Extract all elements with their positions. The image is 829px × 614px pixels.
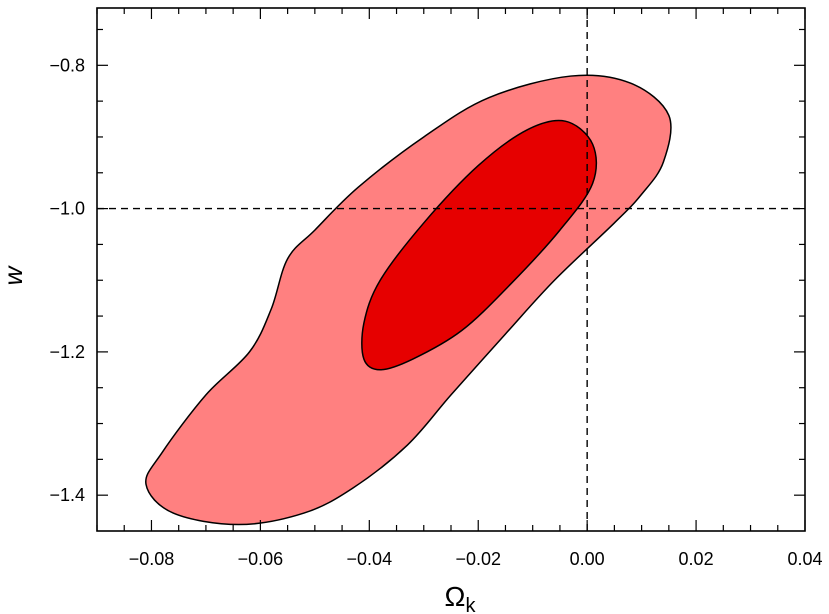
x-tick-label: −0.04 <box>347 549 393 569</box>
contour-layer <box>145 74 672 526</box>
y-tick-label: −0.8 <box>49 55 85 75</box>
x-axis-title: Ωk <box>445 581 477 614</box>
x-axis-title-main: Ω <box>445 581 466 612</box>
axis-ticks <box>96 8 806 531</box>
x-tick-label: 0.04 <box>787 549 822 569</box>
x-axis-title-subscript: k <box>465 595 476 614</box>
reference-lines <box>97 8 805 531</box>
x-tick-label: −0.02 <box>455 549 501 569</box>
tick-labels: −0.08 −0.06 −0.04 −0.02 0.00 0.02 0.04 −0.8 −1.0… <box>49 55 822 569</box>
y-tick-label: −1.0 <box>49 199 85 219</box>
y-axis-title: w <box>0 264 28 285</box>
contour-inner <box>361 119 598 371</box>
y-tick-label: −1.2 <box>49 342 85 362</box>
x-tick-label: −0.08 <box>129 549 175 569</box>
x-tick-label: 0.02 <box>679 549 714 569</box>
y-tick-label: −1.4 <box>49 485 85 505</box>
x-tick-label: −0.06 <box>238 549 284 569</box>
x-tick-label: 0.00 <box>570 549 605 569</box>
